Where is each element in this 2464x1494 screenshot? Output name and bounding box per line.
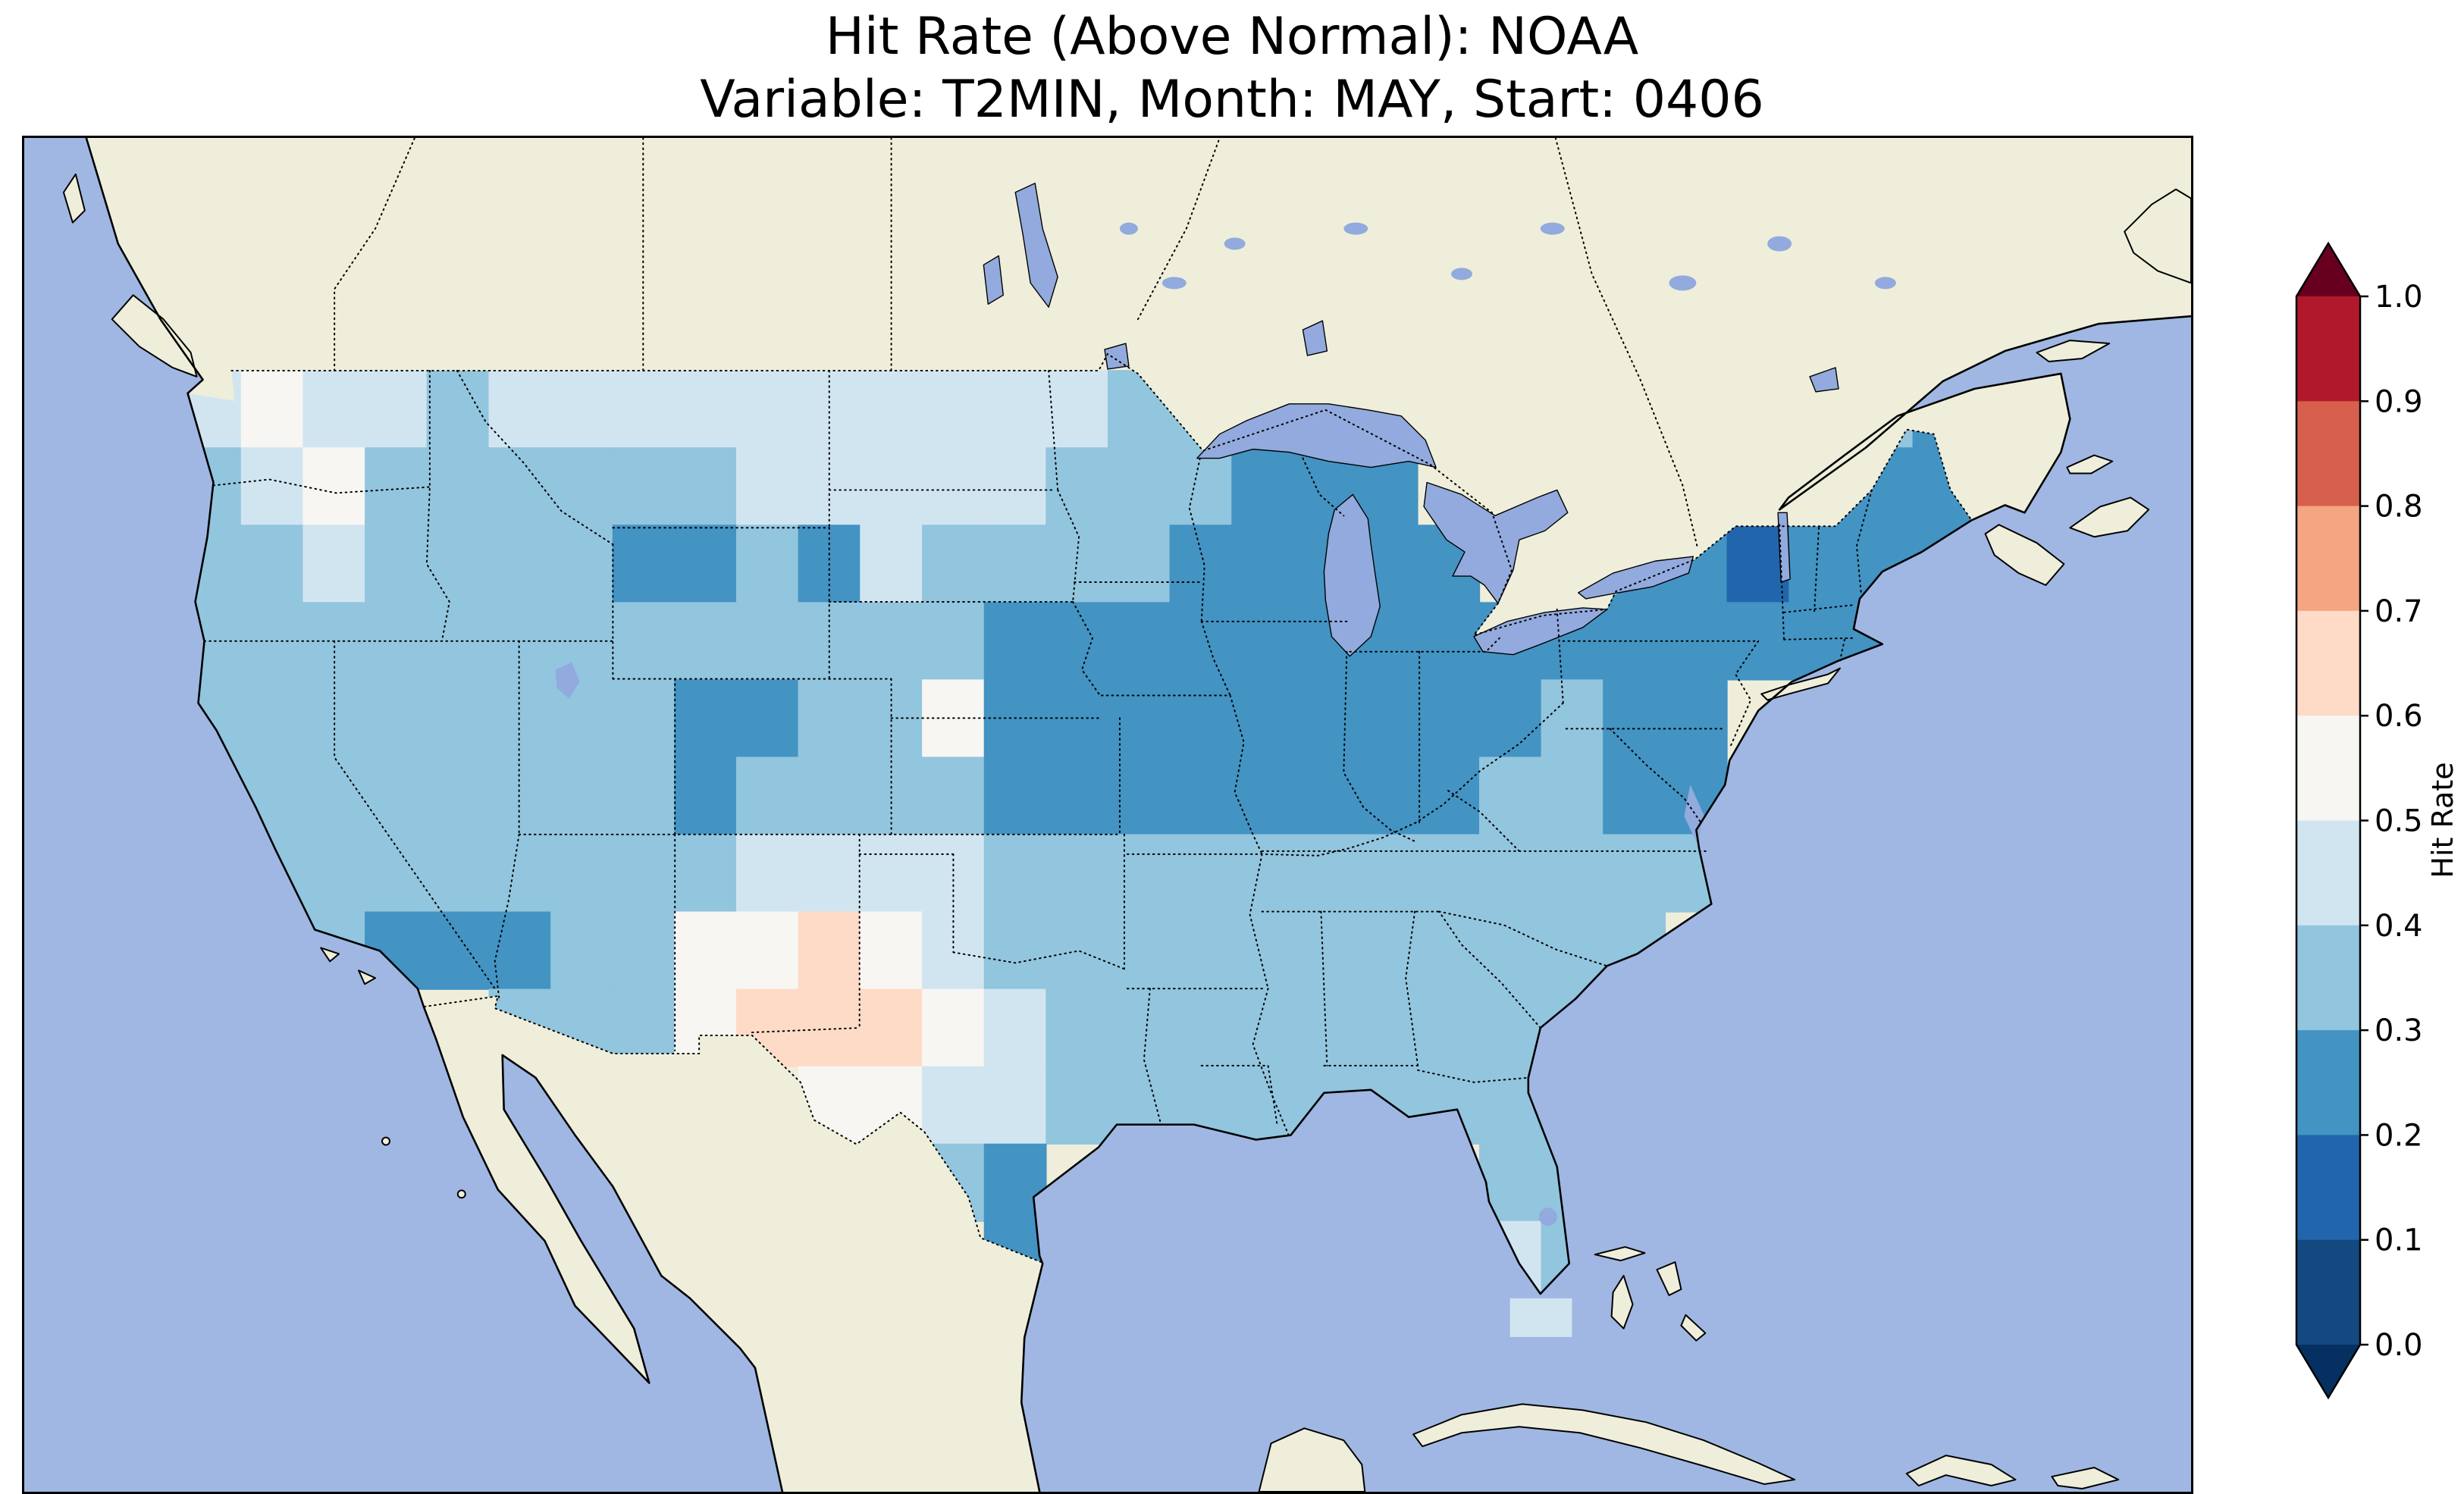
lake-nipigon bbox=[1302, 320, 1328, 356]
lake-michigan bbox=[1323, 493, 1381, 657]
islands bbox=[62, 173, 2191, 1492]
colorbar-bands bbox=[2296, 296, 2360, 1345]
colorbar-tick-label: 0.1 bbox=[2375, 1223, 2423, 1258]
andros-island bbox=[1610, 1274, 1634, 1330]
colorbar-tick-label: 0.4 bbox=[2375, 909, 2423, 944]
canadian-lake bbox=[1343, 222, 1368, 235]
lake-okeechobee bbox=[1538, 1207, 1557, 1226]
canadian-lake bbox=[1669, 275, 1697, 291]
canadian-lake bbox=[1540, 222, 1565, 235]
hispaniola-partial bbox=[1905, 1455, 2017, 1487]
vancouver-island bbox=[111, 294, 198, 377]
colorbar-label: Hit Rate bbox=[2426, 762, 2459, 878]
coastlines bbox=[85, 138, 2191, 1492]
nova-scotia bbox=[1984, 524, 2065, 587]
state-borders bbox=[203, 138, 1873, 1138]
lake-manitoba bbox=[983, 255, 1004, 305]
lake-huron bbox=[1423, 481, 1569, 604]
colorbar-over-arrow bbox=[2296, 243, 2360, 296]
international-borders bbox=[230, 352, 1973, 1264]
cedros-island bbox=[456, 1189, 466, 1199]
great-salt-lake bbox=[555, 662, 580, 699]
canadian-lake bbox=[1224, 237, 1246, 250]
colorbar-tick-label: 0.5 bbox=[2375, 804, 2423, 839]
chart-title: Hit Rate (Above Normal): NOAA Variable: … bbox=[0, 6, 2464, 132]
cape-breton-island bbox=[2069, 496, 2150, 538]
haida-gwaii-island bbox=[62, 173, 86, 224]
eleuthera-island bbox=[1656, 1261, 1682, 1296]
lake-of-the-woods bbox=[1104, 343, 1130, 370]
colorbar-tick-label: 0.0 bbox=[2375, 1328, 2423, 1363]
hispaniola-partial-2 bbox=[2051, 1467, 2120, 1490]
us-canada-border bbox=[230, 352, 1973, 637]
colorbar-tick-label: 0.3 bbox=[2375, 1013, 2423, 1048]
cuba bbox=[1412, 1403, 1796, 1486]
colorbar-tick-label: 0.2 bbox=[2375, 1118, 2423, 1153]
lake-ontario bbox=[1577, 556, 1694, 600]
colorbar-tick-label: 0.8 bbox=[2375, 490, 2423, 525]
colorbar: 1.0 0.9 0.8 0.7 0.6 0.5 0.4 0.3 0.2 0.1 0.0 Hit Ra… bbox=[2295, 241, 2459, 1400]
us-hit-rate-map bbox=[24, 138, 2191, 1492]
colorbar-tick-label: 0.9 bbox=[2375, 384, 2423, 419]
grand-bahama-island bbox=[1594, 1246, 1646, 1262]
canadian-lake bbox=[1119, 222, 1138, 235]
colorbar-tick-label: 1.0 bbox=[2375, 280, 2423, 315]
lake-erie bbox=[1473, 607, 1608, 656]
prince-edward-island bbox=[2066, 454, 2114, 475]
guadalupe-island bbox=[381, 1136, 390, 1146]
canadian-lake bbox=[1767, 236, 1792, 252]
bahamas-island bbox=[1680, 1314, 1707, 1342]
lakes bbox=[555, 183, 1896, 1226]
colorbar-ticks: 1.0 0.9 0.8 0.7 0.6 0.5 0.4 0.3 0.2 0.1 0.0 bbox=[2360, 280, 2423, 1363]
canadian-lake bbox=[1874, 277, 1896, 290]
colorbar-under-arrow bbox=[2296, 1345, 2360, 1398]
anticosti-island bbox=[2036, 340, 2111, 363]
map-axes bbox=[22, 136, 2193, 1494]
canadian-lake bbox=[1451, 268, 1472, 280]
lake-champlain bbox=[1777, 512, 1791, 583]
newfoundland-corner bbox=[2124, 188, 2191, 284]
chart-title-line1: Hit Rate (Above Normal): NOAA bbox=[825, 7, 1639, 67]
chart-title-line2: Variable: T2MIN, Month: MAY, Start: 0406 bbox=[700, 69, 1764, 130]
colorbar-tick-label: 0.6 bbox=[2375, 699, 2423, 734]
channel-island bbox=[320, 947, 340, 963]
lake-st-jean bbox=[1809, 367, 1839, 393]
extra-cells bbox=[1509, 1298, 1572, 1337]
chesapeake-bay bbox=[1684, 785, 1704, 845]
lake-winnipeg bbox=[1014, 183, 1058, 308]
colorbar-tick-label: 0.7 bbox=[2375, 594, 2423, 629]
canadian-lake bbox=[1161, 277, 1187, 290]
lake-superior bbox=[1196, 403, 1437, 468]
channel-island-2 bbox=[358, 969, 377, 985]
us-mexico-border bbox=[422, 995, 1042, 1264]
yucatan-bump bbox=[1258, 1427, 1366, 1492]
